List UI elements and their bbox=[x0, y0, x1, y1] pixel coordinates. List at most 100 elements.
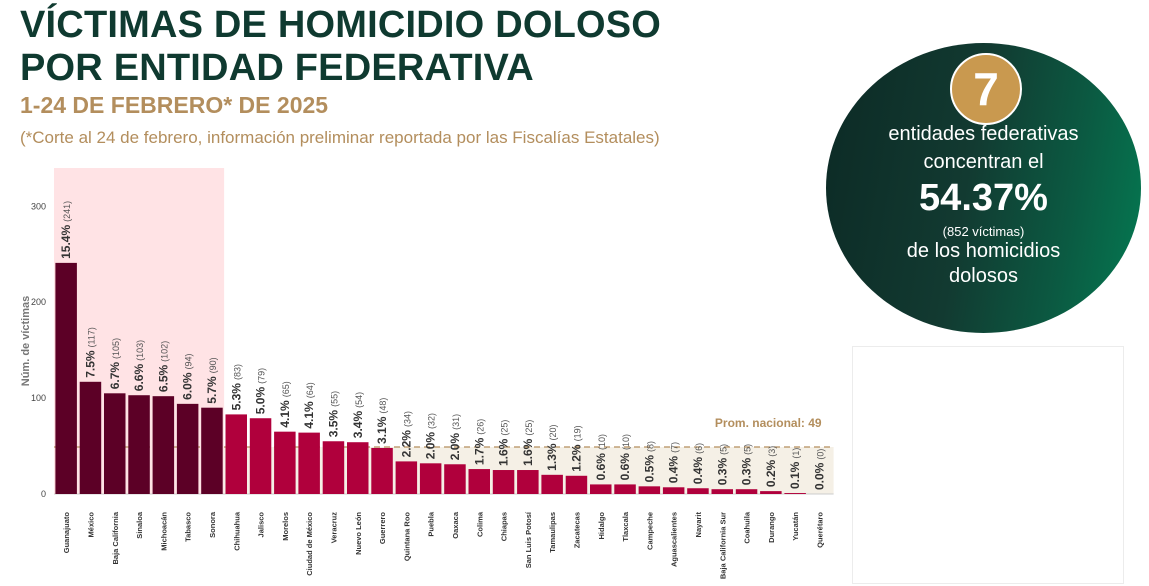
summary-line-1: entidades federativas bbox=[888, 123, 1079, 145]
count-label: (26) bbox=[475, 419, 485, 435]
bar bbox=[444, 464, 466, 494]
bar bbox=[662, 487, 685, 494]
percent-label: 1.3% bbox=[545, 443, 559, 471]
bar bbox=[492, 470, 515, 494]
count-label: (10) bbox=[597, 434, 607, 450]
value-label: 7.5% (117) bbox=[83, 327, 97, 378]
value-label: 0.5% (8) bbox=[642, 441, 656, 482]
category-label: Sonora bbox=[208, 511, 217, 538]
value-label: 1.2% (19) bbox=[569, 425, 583, 471]
value-label: 4.1% (65) bbox=[278, 381, 292, 427]
bar bbox=[322, 441, 345, 494]
percent-label: 0.6% bbox=[594, 453, 608, 481]
category-label: Oaxaca bbox=[451, 511, 460, 539]
percent-label: 7.5% bbox=[83, 350, 97, 378]
side-panel bbox=[852, 346, 1124, 584]
value-label: 6.7% (105) bbox=[108, 338, 122, 389]
bar bbox=[225, 414, 247, 494]
category-label: Baja California bbox=[111, 511, 120, 564]
value-label: 0.1% (1) bbox=[788, 448, 802, 489]
count-label: (65) bbox=[281, 381, 291, 397]
summary-circle: 7 entidades federativas concentran el 54… bbox=[826, 43, 1141, 333]
count-label: (48) bbox=[378, 398, 388, 414]
percent-label: 1.7% bbox=[472, 437, 486, 465]
bar bbox=[638, 486, 661, 494]
count-label: (6) bbox=[694, 443, 704, 454]
percent-label: 0.6% bbox=[618, 453, 632, 481]
count-label: (3) bbox=[767, 446, 777, 457]
summary-line-2: concentran el bbox=[923, 151, 1044, 173]
percent-label: 6.5% bbox=[156, 365, 170, 393]
y-tick-label: 300 bbox=[31, 201, 46, 211]
category-label: Aguascalientes bbox=[670, 512, 679, 567]
percent-label: 5.3% bbox=[229, 383, 243, 411]
value-label: 0.4% (7) bbox=[667, 442, 681, 483]
count-label: (10) bbox=[621, 434, 631, 450]
bar bbox=[79, 381, 102, 494]
summary-line-4: dolosos bbox=[949, 265, 1018, 287]
value-label: 0.0% (0) bbox=[812, 449, 826, 490]
category-label: Nayarit bbox=[694, 512, 703, 538]
cutoff-note: (*Corte al 24 de febrero, información pr… bbox=[20, 128, 660, 147]
bar bbox=[347, 442, 369, 494]
bar bbox=[274, 431, 296, 494]
bar bbox=[541, 474, 563, 494]
category-label: Coahuila bbox=[743, 511, 752, 543]
percent-label: 1.6% bbox=[521, 438, 535, 466]
percent-label: 15.4% bbox=[59, 225, 73, 259]
percent-label: 4.1% bbox=[278, 400, 292, 428]
category-label: Michoacán bbox=[159, 512, 168, 551]
value-label: 0.6% (10) bbox=[618, 434, 632, 480]
count-label: (5) bbox=[743, 444, 753, 455]
value-label: 1.3% (20) bbox=[545, 424, 559, 470]
category-label: Chiapas bbox=[500, 512, 509, 541]
value-label: 0.2% (3) bbox=[764, 446, 778, 487]
count-label: (103) bbox=[135, 340, 145, 361]
bar bbox=[711, 489, 733, 494]
value-label: 0.4% (6) bbox=[691, 443, 705, 484]
count-label: (34) bbox=[402, 411, 412, 427]
category-label: Sinaloa bbox=[135, 511, 144, 539]
bar bbox=[395, 461, 418, 494]
category-label: Jalisco bbox=[257, 512, 266, 538]
value-label: 0.6% (10) bbox=[594, 434, 608, 480]
percent-label: 0.4% bbox=[691, 457, 705, 485]
count-label: (5) bbox=[718, 444, 728, 455]
value-label: 4.1% (64) bbox=[302, 382, 316, 428]
count-label: (90) bbox=[208, 357, 218, 373]
value-label: 6.6% (103) bbox=[132, 340, 146, 391]
summary-line-3: de los homicidios bbox=[906, 240, 1061, 262]
percent-label: 0.1% bbox=[788, 461, 802, 489]
bar bbox=[614, 484, 636, 494]
value-label: 3.5% (55) bbox=[326, 391, 340, 437]
count-label: (64) bbox=[305, 382, 315, 398]
count-label: (8) bbox=[645, 441, 655, 452]
value-label: 6.5% (102) bbox=[156, 341, 170, 392]
count-label: (54) bbox=[354, 392, 364, 408]
category-label: Durango bbox=[767, 512, 776, 543]
bar bbox=[371, 447, 393, 494]
category-label: Veracruz bbox=[329, 512, 338, 544]
category-label: Morelos bbox=[281, 512, 290, 541]
value-label: 6.0% (94) bbox=[181, 353, 195, 399]
percent-label: 0.0% bbox=[812, 462, 826, 490]
category-label: Tabasco bbox=[184, 512, 193, 542]
category-label: Nuevo León bbox=[354, 512, 363, 555]
percent-label: 2.2% bbox=[399, 430, 413, 458]
percent-label: 0.5% bbox=[642, 455, 656, 483]
category-label: Campeche bbox=[645, 512, 654, 550]
bar bbox=[517, 470, 539, 494]
count-label: (0) bbox=[815, 449, 825, 460]
percent-label: 1.2% bbox=[569, 444, 583, 472]
category-label: Baja California Sur bbox=[718, 512, 727, 579]
category-label: Tlaxcala bbox=[621, 511, 630, 541]
category-label: Tamaulipas bbox=[548, 512, 557, 553]
count-label: (25) bbox=[500, 420, 510, 436]
percent-label: 3.1% bbox=[375, 416, 389, 444]
bar bbox=[176, 403, 199, 494]
count-label: (19) bbox=[572, 425, 582, 441]
bar bbox=[55, 262, 77, 494]
value-label: 5.0% (79) bbox=[254, 368, 268, 414]
bar bbox=[128, 395, 150, 494]
y-tick-label: 0 bbox=[41, 489, 46, 499]
